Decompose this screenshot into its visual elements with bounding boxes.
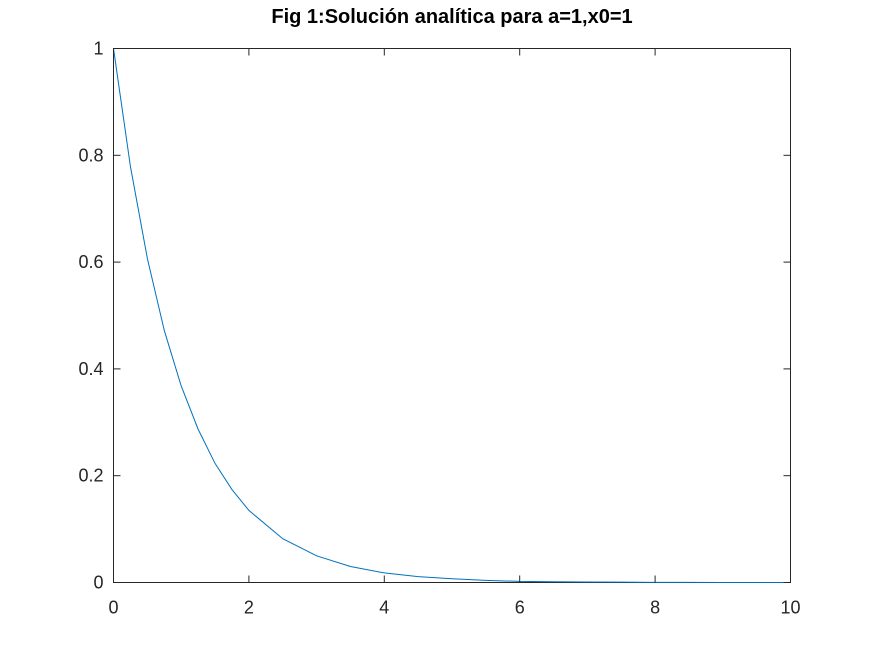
y-tick-label: 0.4 — [78, 359, 103, 379]
series-layer — [113, 48, 791, 583]
y-tick-label: 0.6 — [78, 252, 103, 272]
x-axis: 0 2 4 6 8 10 — [108, 48, 801, 618]
x-tick-label: 2 — [244, 598, 254, 618]
x-tick-label: 0 — [108, 598, 118, 618]
y-tick-label: 0 — [93, 573, 103, 593]
chart-title: Fig 1:Solución analítica para a=1,x0=1 — [271, 6, 632, 28]
axes-box — [113, 48, 791, 583]
y-axis: 0 0.2 0.4 0.6 0.8 1 — [78, 39, 791, 593]
x-tick-label: 10 — [780, 598, 800, 618]
y-tick-label: 0.8 — [78, 145, 103, 165]
plot-area: 0 2 4 6 8 10 0 0.2 0.4 0.6 0.8 1 — [78, 39, 800, 618]
x-tick-label: 8 — [650, 598, 660, 618]
y-tick-label: 0.2 — [78, 466, 103, 486]
y-tick-label: 1 — [93, 39, 103, 59]
x-tick-label: 4 — [379, 598, 389, 618]
series-line-0 — [113, 48, 791, 583]
x-tick-label: 6 — [515, 598, 525, 618]
